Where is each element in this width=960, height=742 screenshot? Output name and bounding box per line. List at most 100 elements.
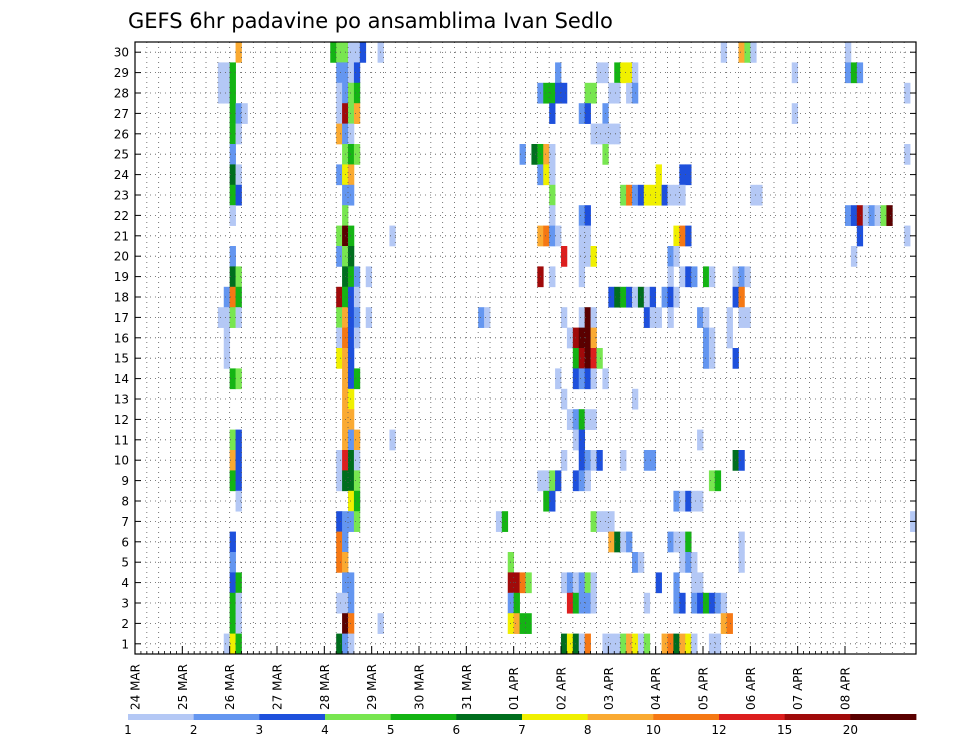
heatmap-cell-m1-s98	[714, 633, 722, 655]
heatmap-cells	[217, 42, 917, 655]
heatmap-cell-m15-s78	[596, 348, 603, 369]
x-tick-label-11: 04 APR	[649, 667, 663, 710]
heatmap-cell-m17-s34	[336, 307, 343, 328]
heatmap-cell-m3-s75	[578, 592, 586, 614]
heatmap-cell-m17-s37	[353, 307, 361, 328]
heatmap-cell-m22-s16	[229, 205, 236, 226]
heatmap-cell-m10-s82	[620, 450, 627, 471]
heatmap-cell-m24-s92	[679, 164, 686, 186]
heatmap-cell-m25-s65	[519, 144, 526, 165]
heatmap-cell-m25-s130	[904, 144, 911, 165]
colorbar-swatch-3	[325, 714, 392, 720]
heatmap-cell-m28-s71	[555, 82, 562, 104]
heatmap-cell-m3-s91	[673, 592, 680, 614]
heatmap-cell-m16-s34	[336, 327, 343, 349]
heatmap-cell-m10-s72	[561, 450, 568, 471]
heatmap-cell-m10-s17	[235, 450, 242, 471]
heatmap-cell-m28-s15	[223, 82, 231, 104]
heatmap-cell-m22-s120	[845, 205, 852, 226]
heatmap-cell-m3-s94	[691, 592, 698, 614]
heatmap-cell-m17-s72	[561, 307, 568, 328]
grid-lines	[135, 42, 916, 654]
heatmap-cell-m30-s34	[336, 42, 343, 63]
heatmap-cell-m30-s120	[845, 42, 852, 63]
heatmap-cell-m29-s71	[555, 62, 562, 84]
heatmap-cell-m21-s69	[543, 225, 550, 247]
heatmap-cell-m2-s36	[348, 613, 355, 634]
y-tick-label-25: 25	[114, 148, 129, 162]
heatmap-cell-m21-s43	[389, 225, 396, 247]
heatmap-cell-m18-s37	[353, 286, 361, 308]
heatmap-cell-m4-s65	[519, 572, 526, 594]
colorbar-swatch-9	[719, 714, 786, 720]
heatmap-cell-m8-s92	[679, 490, 686, 512]
heatmap-cell-m23-s16	[229, 184, 236, 206]
x-tick-label-3: 27 MAR	[271, 664, 285, 710]
heatmap-cell-m1-s76	[584, 633, 591, 655]
heatmap-cell-m14-s16	[229, 368, 236, 390]
heatmap-cell-m6-s82	[620, 531, 627, 553]
heatmap-cell-m3-s77	[590, 592, 597, 614]
heatmap-cell-m5-s92	[679, 552, 686, 573]
heatmap-cell-m14-s37	[353, 368, 361, 390]
heatmap-cell-m22-s76	[584, 205, 591, 226]
heatmap-cell-m15-s76	[584, 348, 591, 369]
heatmap-cell-m14-s76	[584, 368, 591, 390]
heatmap-cell-m5-s93	[685, 552, 692, 573]
heatmap-cell-m10-s102	[738, 450, 745, 471]
heatmap-cell-m23-s89	[661, 184, 668, 206]
heatmap-cell-m1-s85	[637, 633, 645, 655]
heatmap-cell-m11-s17	[235, 429, 242, 451]
heatmap-cell-m15-s77	[590, 348, 597, 369]
heatmap-cell-m6-s83	[626, 531, 633, 553]
y-tick-label-16: 16	[114, 331, 129, 345]
heatmap-cell-m20-s16	[229, 246, 236, 267]
x-tick-labels: 24 MAR 25 MAR 26 MAR 27 MAR 28 MAR 29 MAR 30 M…	[129, 664, 853, 710]
heatmap-cell-m9-s69	[543, 470, 550, 492]
heatmap-cell-m5-s85	[637, 552, 645, 573]
heatmap-cell-m6-s16	[229, 531, 236, 553]
heatmap-cell-m8-s36	[348, 490, 355, 512]
heatmap-cell-m9-s71	[555, 470, 562, 492]
heatmap-cell-m16-s97	[708, 327, 716, 349]
heatmap-cell-m1-s82	[620, 633, 627, 655]
heatmap-cell-m3-s64	[513, 592, 520, 614]
heatmap-cell-m16-s76	[584, 327, 591, 349]
y-tick-label-13: 13	[114, 393, 129, 407]
x-tick-label-1: 25 MAR	[176, 664, 190, 710]
heatmap-cell-m9-s36	[348, 470, 355, 492]
heatmap-cell-m19-s102	[738, 266, 745, 288]
heatmap-cell-m18-s34	[336, 286, 343, 308]
heatmap-cell-m2-s16	[229, 613, 236, 634]
heatmap-cell-m1-s92	[679, 633, 686, 655]
heatmap-cell-m27-s16	[229, 103, 236, 124]
heatmap-cell-m12-s75	[578, 409, 586, 430]
heatmap-cell-m27-s17	[235, 103, 242, 124]
heatmap-cell-m17-s100	[726, 307, 733, 328]
heatmap-cell-m20-s91	[673, 246, 680, 267]
heatmap-cell-m26-s80	[608, 123, 615, 145]
colorbar-swatch-2	[259, 714, 326, 720]
heatmap-cell-m18-s83	[626, 286, 633, 308]
heatmap-cell-m1-s80	[608, 633, 615, 655]
heatmap-cell-m29-s83	[626, 62, 633, 84]
heatmap-cell-m1-s34	[336, 633, 343, 655]
heatmap-cell-m24-s34	[336, 164, 343, 186]
heatmap-cell-m20-s121	[850, 246, 858, 267]
heatmap-cell-m19-s93	[685, 266, 692, 288]
heatmap-cell-m7-s80	[608, 511, 615, 532]
heatmap-cell-m11-s16	[229, 429, 236, 451]
heatmap-cell-m4-s94	[691, 572, 698, 594]
heatmap-cell-m28-s36	[348, 82, 355, 104]
heatmap-cell-m14-s36	[348, 368, 355, 390]
heatmap-cell-m15-s96	[703, 348, 710, 369]
heatmap-cell-m18-s85	[637, 286, 645, 308]
heatmap-cell-m26-s77	[590, 123, 597, 145]
heatmap-cell-m27-s111	[791, 103, 799, 124]
heatmap-cell-m8-s69	[543, 490, 550, 512]
heatmap-cell-m1-s97	[708, 633, 716, 655]
heatmap-cell-m14-s75	[578, 368, 586, 390]
heatmap-cell-m29-s82	[620, 62, 627, 84]
heatmap-cell-m3-s92	[679, 592, 686, 614]
heatmap-cell-m1-s81	[614, 633, 621, 655]
